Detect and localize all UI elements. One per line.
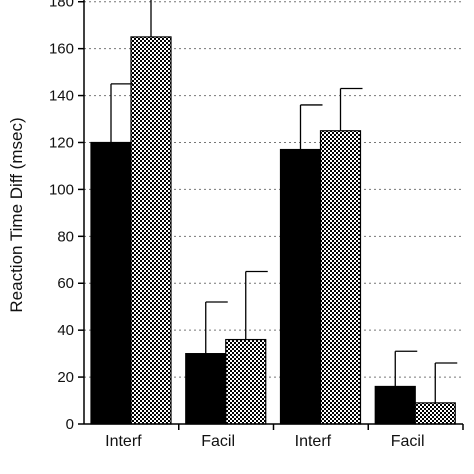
- bar-checkered: [130, 36, 172, 425]
- category-label: Facil: [391, 433, 425, 450]
- bar-solid: [279, 148, 322, 425]
- y-tick-label: 140: [49, 88, 74, 105]
- category-label: Facil: [201, 433, 235, 450]
- y-tick-label: 60: [57, 275, 74, 292]
- gridlines: [84, 1, 463, 378]
- bar-solid: [374, 385, 416, 425]
- y-axis-title: Reaction Time Diff (msec): [7, 117, 26, 312]
- axes: [78, 0, 464, 430]
- y-tick-label: 0: [66, 416, 74, 433]
- category-label: Interf: [295, 433, 332, 450]
- bars: [90, 36, 456, 425]
- category-label: Interf: [105, 433, 142, 450]
- y-tick-label: 80: [57, 228, 74, 245]
- y-tick-label: 160: [49, 41, 74, 58]
- bar-solid: [185, 353, 227, 425]
- y-tick-label: 20: [57, 369, 74, 386]
- y-tick-label: 40: [57, 322, 74, 339]
- y-tick-label: 100: [49, 181, 74, 198]
- labels: 0 20 40 60 80 100 120 140 160 180 Interf Facil Inter…: [49, 0, 425, 450]
- bar-checkered: [225, 338, 267, 425]
- error-bars: [110, 0, 458, 403]
- bar-solid: [90, 141, 132, 425]
- y-tick-label: 120: [49, 134, 74, 151]
- bar-checkered: [414, 402, 456, 425]
- y-tick-label: 180: [49, 0, 74, 11]
- bar-checkered: [319, 130, 362, 425]
